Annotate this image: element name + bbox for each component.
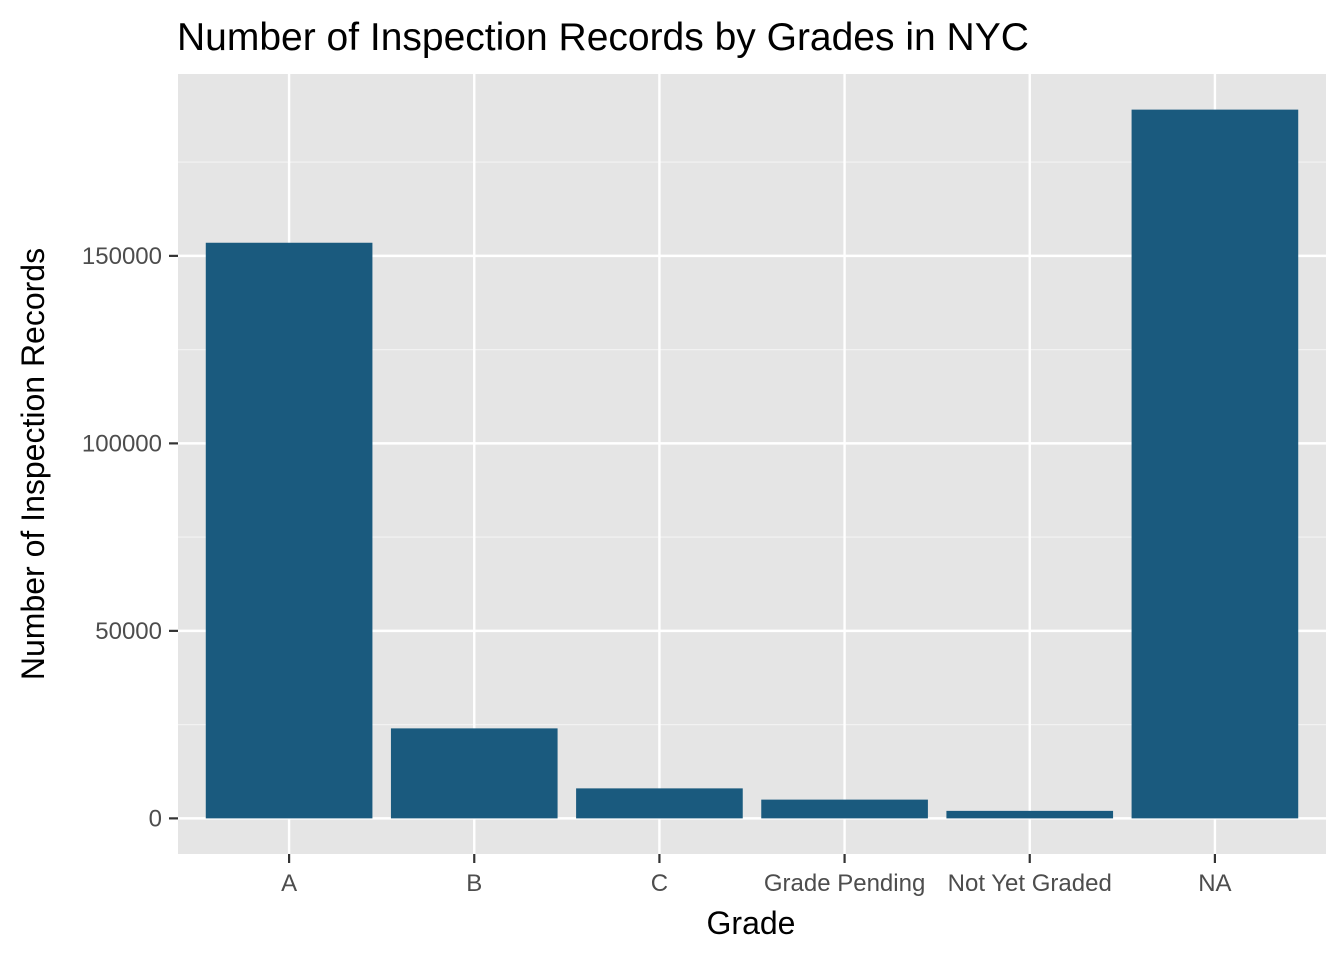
chart-title: Number of Inspection Records by Grades i… xyxy=(177,16,1029,59)
x-tick-label: C xyxy=(651,870,668,897)
y-tick-label: 0 xyxy=(149,805,162,832)
bar-na xyxy=(1131,109,1299,819)
x-tick-label: Not Yet Graded xyxy=(948,870,1112,897)
x-axis: A B C Grade Pending Not Yet Graded NA xyxy=(281,854,1232,897)
x-tick-label: A xyxy=(281,870,297,897)
bar-not-yet-graded xyxy=(946,810,1114,819)
x-tick-label: B xyxy=(466,870,482,897)
y-tick-label: 50000 xyxy=(95,618,162,645)
y-axis-title: Number of Inspection Records xyxy=(15,248,51,680)
y-axis: 0 50000 100000 150000 xyxy=(82,243,178,832)
x-tick-label: Grade Pending xyxy=(764,870,925,897)
x-axis-title: Grade xyxy=(707,905,796,941)
y-tick-label: 150000 xyxy=(82,243,162,270)
bar-c xyxy=(576,788,743,819)
bar-a xyxy=(205,242,373,819)
y-tick-label: 100000 xyxy=(82,430,162,457)
x-tick-label: NA xyxy=(1198,870,1231,897)
bar-grade-pending xyxy=(761,799,928,819)
bar-b xyxy=(390,728,558,819)
bars-group xyxy=(205,109,1299,819)
